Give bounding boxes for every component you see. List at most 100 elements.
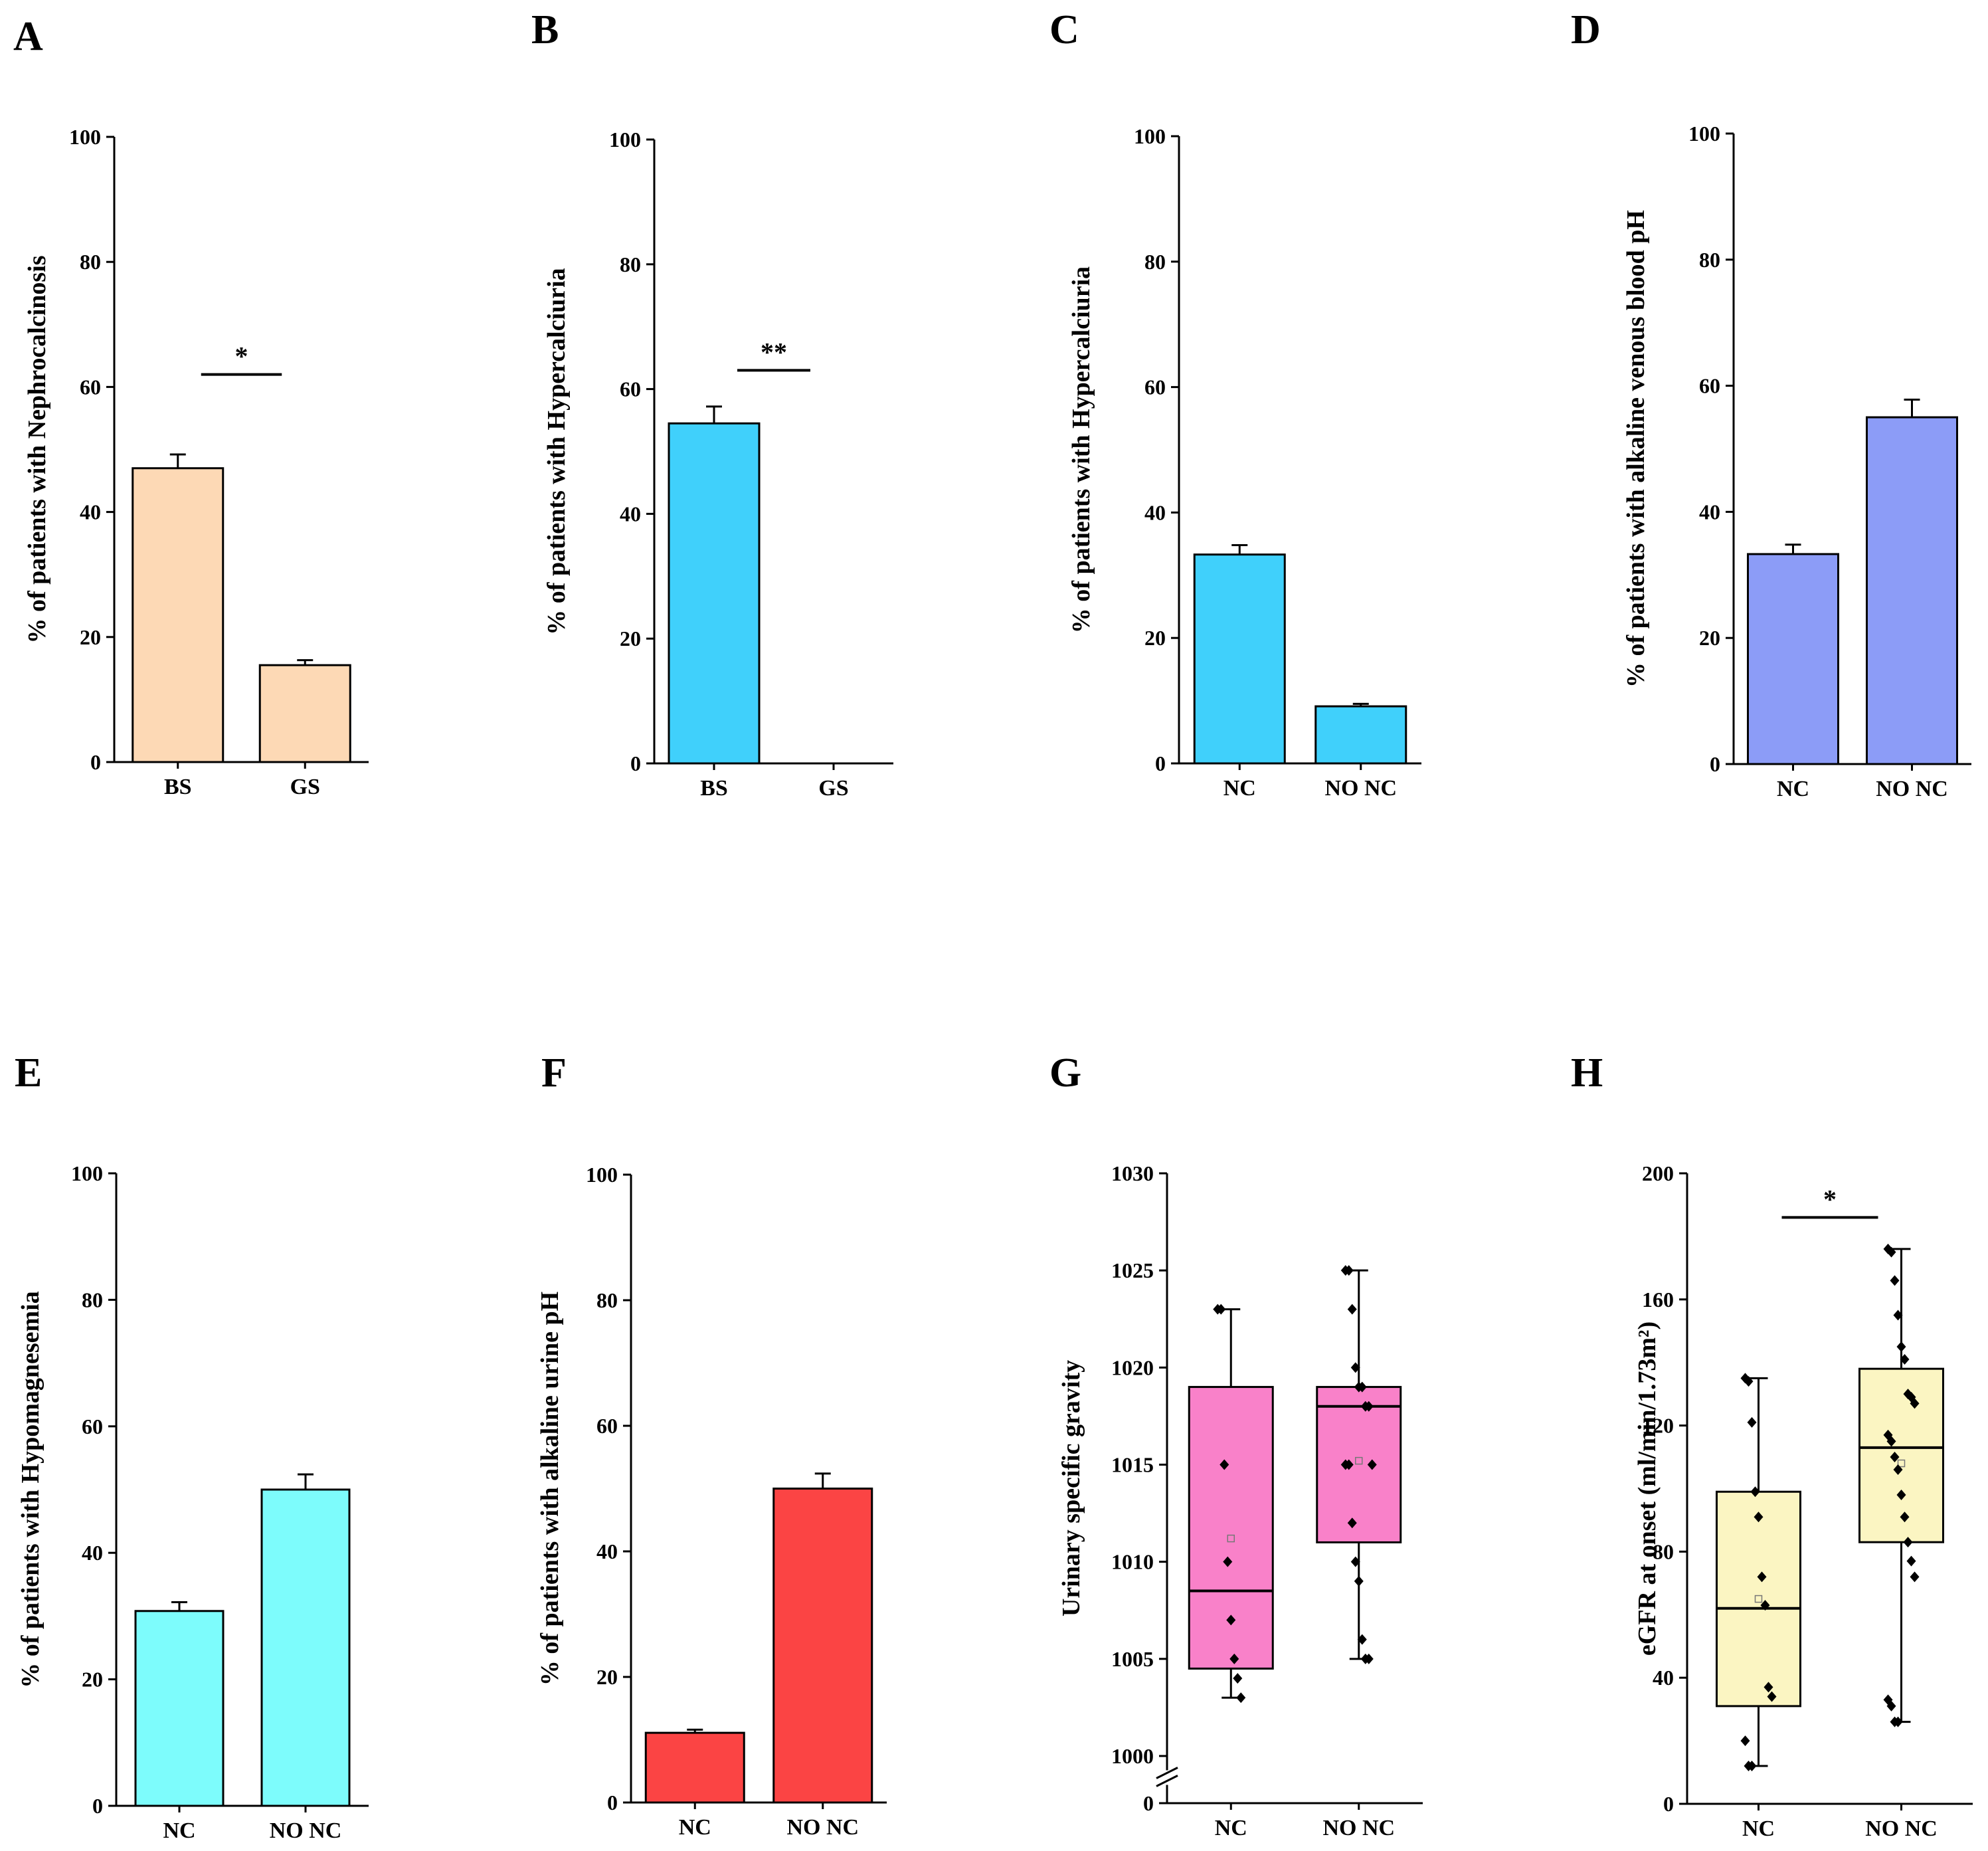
panel-g-y-tick-label: 1020: [1111, 1355, 1154, 1379]
panel-b-y-tick-label: 0: [630, 751, 641, 775]
panel-g-break-mark: [1156, 1775, 1178, 1787]
panel-b-x-tick-label: GS: [818, 776, 848, 801]
panel-h-y-tick-label: 160: [1642, 1288, 1674, 1312]
panel-g-box: [1188, 1386, 1274, 1670]
panel-c-x-tick-label: NC: [1223, 776, 1256, 801]
panel-d-y-tick-label: 60: [1699, 374, 1720, 398]
panel-g-y-zero-label: 0: [1143, 1791, 1154, 1815]
panel-g-letter: G: [1049, 1050, 1081, 1096]
panel-h-data-point: [1886, 1436, 1896, 1447]
panel-h-data-point: [1747, 1761, 1757, 1772]
panel-e-x-tick-label: NC: [163, 1818, 195, 1843]
panel-g-y-tick-label: 1005: [1111, 1647, 1154, 1671]
panel-d-bar: [1747, 553, 1839, 765]
panel-h-data-point: [1744, 1376, 1754, 1387]
panel-f-y-tick-label: 80: [596, 1288, 618, 1312]
panel-g-data-point: [1357, 1634, 1367, 1645]
panel-e-x-tick-label: NO NC: [270, 1818, 342, 1843]
panel-f-x-tick-label: NO NC: [786, 1815, 859, 1840]
panel-h-y-tick-label: 40: [1653, 1666, 1674, 1690]
panel-h-data-point: [1747, 1416, 1757, 1428]
panel-d: D 0 20 40 60 80 100 NC NO NC % of patients with a…: [1571, 7, 1971, 801]
panel-b-letter: B: [531, 7, 559, 52]
panel-e-y-tick-label: 0: [92, 1794, 103, 1818]
panel-f-letter: F: [541, 1050, 567, 1096]
panel-g-data-point: [1229, 1653, 1239, 1664]
panel-g-data-point: [1347, 1304, 1357, 1315]
panel-g-data-point: [1347, 1517, 1357, 1529]
panel-h-data-point: [1754, 1511, 1763, 1523]
panel-h-data-point: [1896, 1489, 1906, 1500]
panel-h-mean-marker: [1897, 1459, 1906, 1468]
panel-h-y-tick-label: 200: [1642, 1161, 1674, 1185]
panel-e-y-tick-label: 100: [71, 1161, 103, 1185]
panel-h-mean-marker: [1754, 1595, 1763, 1603]
panel-g-data-point: [1364, 1401, 1374, 1412]
panel-d-y-tick-label: 0: [1710, 752, 1720, 776]
panel-b-y-tick-label: 20: [620, 627, 641, 650]
panel-e-y-tick-label: 20: [82, 1668, 103, 1692]
panel-g-box: [1316, 1386, 1402, 1543]
panel-h-data-point: [1886, 1246, 1896, 1258]
panel-g-data-point: [1216, 1304, 1226, 1315]
panel-h-data-point: [1757, 1571, 1767, 1583]
panel-g-data-point: [1357, 1381, 1367, 1393]
panel-h-significance-label: *: [1823, 1184, 1837, 1214]
panel-d-x-tick-label: NO NC: [1876, 777, 1948, 801]
panel-d-y-tick-label: 20: [1699, 626, 1720, 650]
panel-a-y-tick-label: 100: [69, 125, 101, 149]
panel-g-data-point: [1236, 1692, 1246, 1704]
panel-h-data-point: [1886, 1700, 1896, 1711]
panel-h-data-point: [1767, 1691, 1777, 1702]
panel-a-significance-label: *: [235, 341, 248, 371]
panel-d-letter: D: [1571, 7, 1601, 52]
panel-g-data-point: [1364, 1653, 1374, 1664]
panel-a-x-tick-label: BS: [164, 775, 192, 799]
panel-h-data-point: [1740, 1735, 1750, 1747]
panel-f-bar: [644, 1731, 745, 1804]
panel-h-data-point: [1760, 1600, 1770, 1611]
panel-e-bar: [260, 1488, 351, 1807]
panel-g-mean-marker: [1227, 1534, 1235, 1543]
panel-d-y-tick-label: 40: [1699, 500, 1720, 524]
panel-g-data-point: [1367, 1459, 1377, 1470]
panel-g-data-point: [1350, 1556, 1360, 1567]
panel-e-bar: [134, 1610, 225, 1807]
panel-g-data-point: [1233, 1673, 1243, 1684]
panel-b: B 0 20 40 60 80 100 BS GS % of patients with Hype…: [531, 7, 893, 801]
panel-h-data-point: [1893, 1310, 1903, 1321]
panel-c-y-tick-label: 0: [1155, 751, 1166, 775]
panel-c-letter: C: [1049, 7, 1079, 52]
panel-f-y-tick-label: 100: [586, 1163, 618, 1187]
panel-h-data-point: [1900, 1511, 1910, 1523]
panel-c-y-tick-label: 60: [1144, 375, 1166, 399]
panel-e-y-axis-title: % of patients with Hypomagnesemia: [17, 1291, 45, 1688]
panel-f-bar: [772, 1488, 873, 1804]
panel-a-bar: [132, 467, 225, 763]
panel-g-x-tick-label: NO NC: [1322, 1816, 1395, 1840]
panel-h-data-point: [1906, 1555, 1916, 1567]
panel-c-y-axis-title: % of patients with Hypercalciuria: [1067, 266, 1095, 633]
panel-f-y-tick-label: 60: [596, 1414, 618, 1438]
panel-b-y-tick-label: 80: [620, 252, 641, 276]
panel-a-letter: A: [13, 14, 43, 59]
panel-c-y-tick-label: 20: [1144, 626, 1166, 650]
panel-g-y-tick-label: 1030: [1111, 1161, 1154, 1185]
panel-h: H 0 40 80 120 160 200 NC NO NC eGFR at onset (ml/…: [1571, 1050, 1973, 1841]
panel-h-data-point: [1900, 1353, 1910, 1365]
panel-h-data-point: [1903, 1537, 1913, 1548]
panel-d-y-tick-label: 100: [1688, 122, 1720, 146]
panel-d-x-tick-label: NC: [1777, 777, 1809, 801]
panel-f-x-tick-label: NC: [679, 1815, 711, 1840]
panel-g-data-point: [1223, 1556, 1233, 1567]
panel-h-data-point: [1750, 1486, 1760, 1498]
panel-e-y-tick-label: 60: [82, 1414, 103, 1438]
panel-h-data-point: [1890, 1275, 1900, 1286]
panel-c-y-tick-label: 40: [1144, 500, 1166, 524]
panel-h-data-point: [1893, 1464, 1903, 1476]
panel-f-y-tick-label: 40: [596, 1539, 618, 1563]
panel-a-y-tick-label: 80: [80, 250, 101, 274]
panel-a-y-tick-label: 60: [80, 375, 101, 399]
panel-g-y-tick-label: 1000: [1111, 1744, 1154, 1768]
